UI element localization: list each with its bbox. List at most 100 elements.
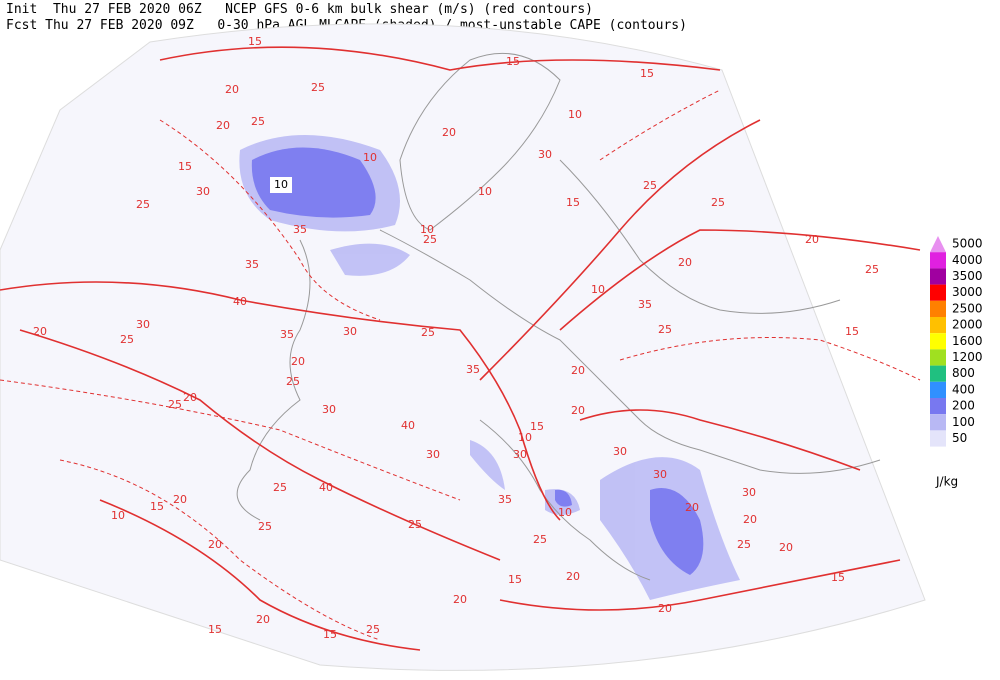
contour-label: 30: [136, 318, 150, 331]
contour-label: 20: [566, 570, 580, 583]
contour-label: 15: [845, 325, 859, 338]
contour-label: 25: [408, 518, 422, 531]
contour-label: 35: [466, 363, 480, 376]
contour-label: 20: [216, 119, 230, 132]
contour-label: 20: [685, 501, 699, 514]
map-domain: [0, 23, 926, 671]
contour-label: 15: [566, 196, 580, 209]
coastlines: [236, 52, 881, 581]
domain-background: [0, 23, 926, 671]
contour-label: 25: [168, 398, 182, 411]
contour-label: 15: [150, 500, 164, 513]
legend-swatch: [930, 430, 946, 447]
legend-swatch: [930, 300, 946, 317]
contour-label: 25: [737, 538, 751, 551]
contour-label: 20: [571, 364, 585, 377]
contour-label: 20: [805, 233, 819, 246]
legend-label: 2000: [952, 318, 983, 332]
contour-label: 20: [658, 602, 672, 615]
contour-label: 15: [248, 35, 262, 48]
contour-label: 25: [643, 179, 657, 192]
legend-label: 400: [952, 382, 975, 396]
contour-label: 15: [208, 623, 222, 636]
contour-label: 25: [421, 326, 435, 339]
contour-label: 15: [506, 55, 520, 68]
contour-label: 40: [233, 295, 247, 308]
legend-unit: J/kg: [935, 475, 958, 489]
legend-label: 800: [952, 366, 975, 380]
contour-label: 40: [319, 481, 333, 494]
contour-label: 10: [518, 431, 532, 444]
contour-label: 30: [653, 468, 667, 481]
contour-label: 25: [120, 333, 134, 346]
contour-label: 15: [508, 573, 522, 586]
contour-label: 25: [286, 375, 300, 388]
contour-label: 10: [568, 108, 582, 121]
contour-label: 20: [442, 126, 456, 139]
contour-label: 30: [513, 448, 527, 461]
contour-label: 25: [311, 81, 325, 94]
legend-swatch: [930, 365, 946, 382]
legend-label: 100: [952, 415, 975, 429]
contour-label: 20: [256, 613, 270, 626]
contour-label: 10: [558, 506, 572, 519]
contour-label: 10: [111, 509, 125, 522]
contour-label: 15: [831, 571, 845, 584]
contour-label: 35: [638, 298, 652, 311]
contour-label: 25: [273, 481, 287, 494]
contour-label: 10: [363, 151, 377, 164]
boxed-contour-label: 10: [274, 178, 288, 191]
legend-swatch: [930, 268, 946, 285]
contour-label: 25: [258, 520, 272, 533]
contour-label: 10: [420, 223, 434, 236]
contour-label: 15: [178, 160, 192, 173]
contour-label: 30: [742, 486, 756, 499]
contour-label: 25: [533, 533, 547, 546]
contour-label: 20: [743, 513, 757, 526]
legend-swatch: [930, 333, 946, 350]
legend-label: 3500: [952, 269, 983, 283]
contour-label: 35: [293, 223, 307, 236]
contour-label: 15: [530, 420, 544, 433]
legend-label: 1200: [952, 350, 983, 364]
legend-label: 200: [952, 399, 975, 413]
contour-label: 35: [498, 493, 512, 506]
label-box: [270, 177, 292, 193]
legend-swatch: [930, 398, 946, 415]
legend-swatch: [930, 236, 946, 253]
contour-label: 20: [453, 593, 467, 606]
contour-label: 25: [711, 196, 725, 209]
header-line: Init Thu 27 FEB 2020 06Z NCEP GFS 0-6 km…: [6, 2, 593, 17]
contour-label: 20: [173, 493, 187, 506]
legend-label: 5000: [952, 237, 983, 251]
legend-label: 3000: [952, 285, 983, 299]
contour-label: 15: [640, 67, 654, 80]
contour-label: 20: [225, 83, 239, 96]
contour-label: 40: [401, 419, 415, 432]
contour-label: 20: [183, 391, 197, 404]
contour-label: 10: [591, 283, 605, 296]
contour-label: 30: [613, 445, 627, 458]
contour-label: 10: [478, 185, 492, 198]
contour-label: 20: [571, 404, 585, 417]
legend-swatch: [930, 381, 946, 398]
shear-contours: [0, 46, 921, 651]
legend-swatch: [930, 317, 946, 334]
contour-label: 25: [366, 623, 380, 636]
contour-label: 20: [678, 256, 692, 269]
legend: 5000 4000 3500 3000 2500 2000 1600 1200 800 400 20…: [930, 236, 983, 489]
contour-label: 25: [136, 198, 150, 211]
contour-label: 35: [280, 328, 294, 341]
legend-swatch: [930, 252, 946, 269]
legend-swatch: [930, 414, 946, 431]
legend-label: 1600: [952, 334, 983, 348]
legend-label: 50: [952, 431, 967, 445]
contour-label: 30: [196, 185, 210, 198]
shear-contours-dashed: [0, 89, 921, 641]
contour-label: 20: [208, 538, 222, 551]
contour-label: 25: [658, 323, 672, 336]
contour-label: 20: [33, 325, 47, 338]
contour-label: 30: [538, 148, 552, 161]
contour-label: 15: [323, 628, 337, 641]
contour-label: 30: [322, 403, 336, 416]
